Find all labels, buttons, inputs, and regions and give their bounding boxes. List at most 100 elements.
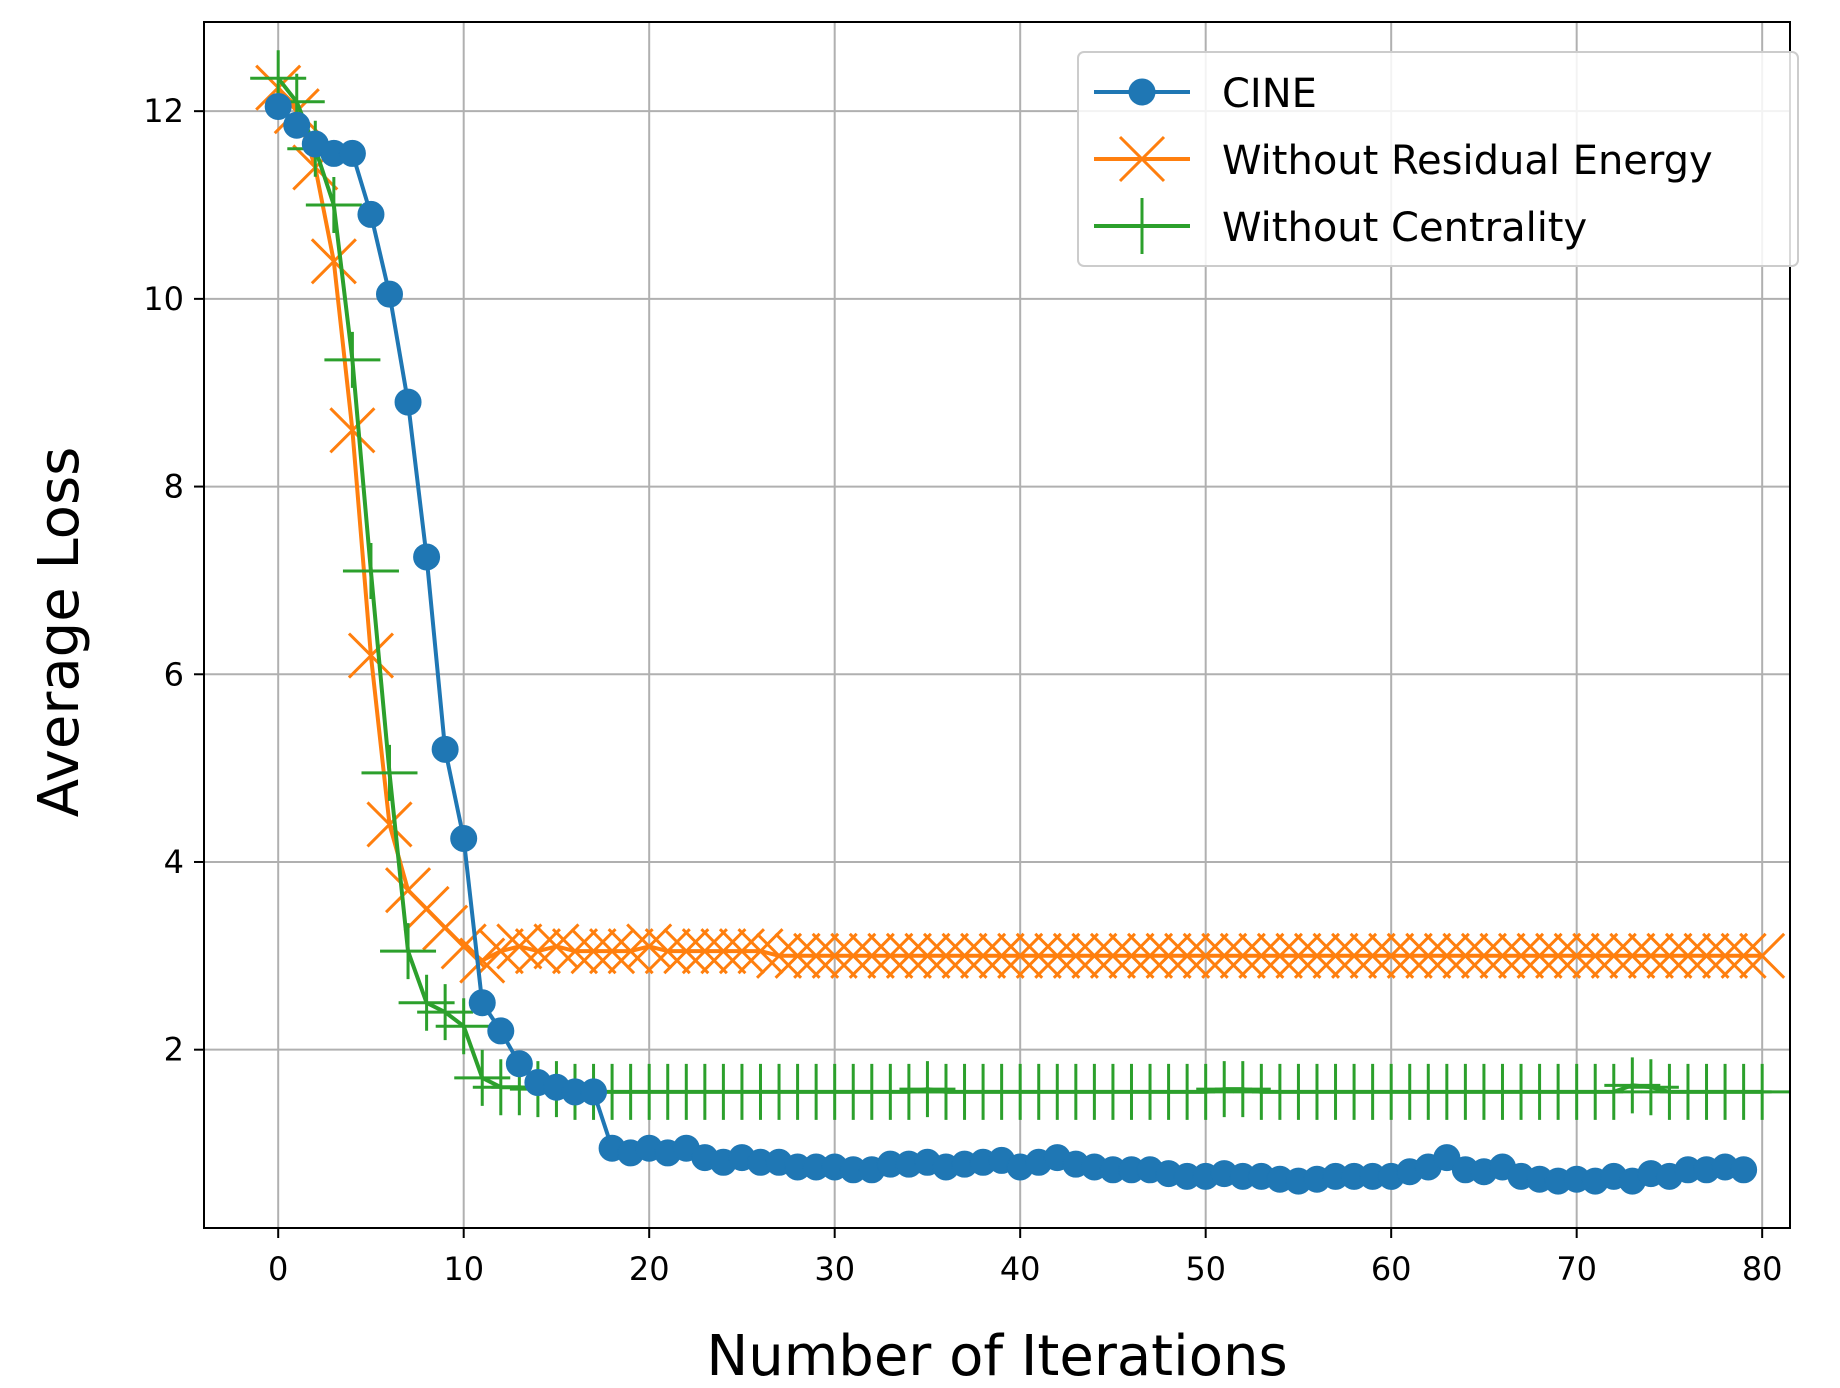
data-point-without-residual-energy: [1034, 932, 1081, 979]
data-point-without-residual-energy: [533, 923, 580, 970]
legend-box: [1077, 51, 1799, 267]
y-tick-label: 2: [164, 1031, 184, 1069]
data-point-cine: [394, 388, 422, 416]
data-point-cine: [431, 735, 459, 763]
y-tick-label: 6: [164, 655, 184, 693]
x-axis-label: Number of Iterations: [706, 1324, 1287, 1388]
plot-frame: [203, 21, 1791, 1229]
data-point-without-residual-energy: [1702, 932, 1749, 979]
data-point-without-residual-energy: [607, 928, 654, 975]
legend-label-cine: CINE: [1222, 71, 1317, 117]
data-point-cine: [1730, 1156, 1758, 1184]
data-point-without-centrality: [305, 177, 362, 234]
data-point-without-residual-energy: [830, 932, 877, 979]
data-point-without-residual-energy: [1497, 932, 1545, 979]
data-point-without-residual-energy: [1442, 932, 1489, 979]
data-point-cine: [357, 200, 385, 228]
data-point-without-residual-energy: [997, 932, 1044, 979]
data-point-cine: [283, 111, 311, 139]
data-point-without-residual-energy: [1368, 932, 1415, 979]
data-point-without-centrality: [380, 923, 437, 980]
data-point-without-residual-energy: [718, 928, 766, 975]
data-point-without-residual-energy: [1275, 932, 1322, 979]
x-tick-label: 40: [1000, 1250, 1041, 1288]
data-point-without-residual-energy: [737, 928, 784, 975]
y-axis-label: Average Loss: [27, 447, 92, 818]
legend-marker-cine: [1128, 78, 1156, 106]
data-point-without-residual-energy: [941, 932, 988, 979]
data-point-without-centrality: [324, 331, 381, 388]
series-layer: [250, 50, 1790, 1195]
data-point-without-residual-energy: [329, 407, 376, 454]
data-point-without-centrality: [435, 998, 492, 1055]
data-point-without-residual-energy: [811, 932, 858, 979]
data-point-cine: [338, 139, 366, 167]
data-point-without-centrality: [1734, 1063, 1790, 1120]
y-tick-label: 10: [143, 280, 184, 318]
data-point-without-residual-energy: [1126, 932, 1174, 979]
x-tick-label: 30: [814, 1250, 855, 1288]
data-point-without-residual-energy: [1590, 932, 1637, 979]
data-point-without-residual-energy: [700, 928, 747, 975]
data-point-without-residual-energy: [681, 928, 728, 975]
series-without-residual-energy: [255, 64, 1786, 984]
data-point-without-residual-energy: [1572, 932, 1619, 979]
data-point-without-residual-energy: [1108, 932, 1155, 979]
data-point-without-residual-energy: [1293, 932, 1341, 979]
series-cine: [264, 92, 1758, 1195]
data-point-without-residual-energy: [1182, 932, 1229, 979]
data-point-cine: [580, 1078, 608, 1106]
data-point-cine: [264, 92, 292, 120]
legend-marker-without-centrality: [1114, 198, 1170, 254]
data-point-without-residual-energy: [867, 932, 914, 979]
data-point-cine: [450, 825, 478, 853]
data-point-without-residual-energy: [922, 932, 970, 979]
data-point-cine: [487, 1017, 515, 1045]
series-without-centrality: [250, 50, 1790, 1120]
data-point-without-residual-energy: [1015, 932, 1062, 979]
data-point-without-residual-energy: [1646, 932, 1693, 979]
data-point-without-residual-energy: [1238, 932, 1285, 979]
data-point-without-residual-energy: [1071, 932, 1118, 979]
data-point-without-residual-energy: [885, 932, 932, 979]
data-point-without-residual-energy: [1331, 932, 1378, 979]
data-point-without-residual-energy: [960, 932, 1007, 979]
data-point-without-residual-energy: [1386, 932, 1433, 979]
data-point-without-residual-energy: [589, 928, 636, 975]
data-point-without-residual-energy: [1664, 932, 1712, 979]
y-tick-label: 4: [164, 843, 184, 881]
data-point-without-residual-energy: [514, 928, 561, 975]
x-axis-ticks: 0 10 20 30 40 50 60 70 80: [268, 1228, 1783, 1288]
data-point-without-residual-energy: [1479, 932, 1526, 979]
data-point-cine: [375, 280, 403, 308]
data-point-without-residual-energy: [1145, 932, 1192, 979]
data-point-without-centrality: [342, 543, 399, 600]
data-point-without-residual-energy: [1256, 932, 1303, 979]
data-point-without-residual-energy: [1720, 932, 1767, 979]
y-tick-label: 8: [164, 468, 184, 506]
data-point-without-residual-energy: [496, 923, 543, 970]
data-point-without-residual-energy: [310, 238, 357, 285]
data-point-cine: [505, 1050, 533, 1078]
x-tick-label: 70: [1556, 1250, 1597, 1288]
x-tick-label: 50: [1185, 1250, 1226, 1288]
y-axis-ticks: 2 4 6 8 10 12: [143, 92, 204, 1069]
data-point-without-centrality: [361, 744, 418, 801]
data-point-without-residual-energy: [1516, 932, 1563, 979]
data-point-without-residual-energy: [347, 632, 395, 679]
x-tick-label: 60: [1371, 1250, 1412, 1288]
data-point-without-residual-energy: [366, 801, 413, 848]
data-point-without-residual-energy: [1535, 932, 1582, 979]
data-point-without-residual-energy: [1405, 932, 1452, 979]
data-point-cine: [468, 989, 496, 1017]
data-point-without-residual-energy: [1201, 932, 1248, 979]
x-tick-label: 20: [629, 1250, 670, 1288]
data-point-without-residual-energy: [1609, 932, 1656, 979]
data-point-without-residual-energy: [1312, 932, 1359, 979]
data-point-without-residual-energy: [978, 932, 1025, 979]
legend: CINE Without Residual Energy Without Cen…: [1077, 51, 1799, 267]
data-point-without-residual-energy: [626, 923, 673, 970]
legend-marker-without-residual-energy: [1118, 135, 1166, 183]
data-point-without-residual-energy: [848, 932, 895, 979]
